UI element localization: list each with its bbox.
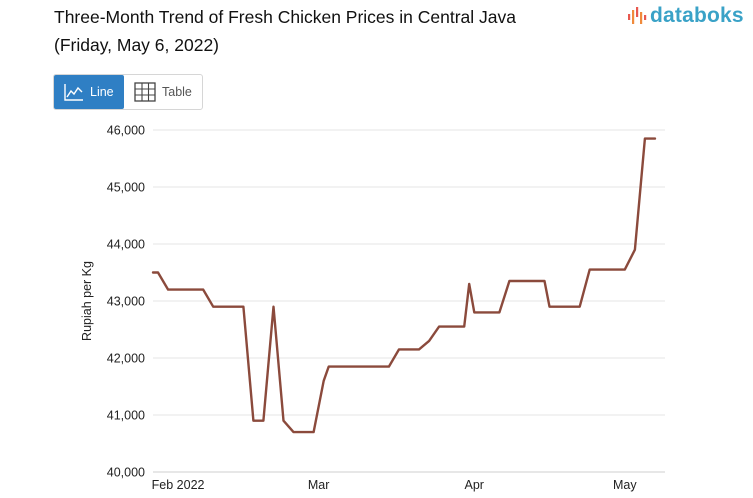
data-point[interactable] — [652, 136, 658, 142]
data-point[interactable] — [642, 136, 648, 142]
y-tick-label: 44,000 — [107, 238, 145, 252]
data-point[interactable] — [260, 418, 266, 424]
brand-logo[interactable]: databoks — [627, 3, 744, 29]
data-point[interactable] — [396, 346, 402, 352]
data-point[interactable] — [155, 270, 161, 276]
data-point[interactable] — [547, 304, 553, 310]
data-point[interactable] — [542, 278, 548, 284]
data-point[interactable] — [200, 287, 206, 293]
y-tick-label: 45,000 — [107, 181, 145, 195]
data-point[interactable] — [622, 267, 628, 273]
data-point[interactable] — [461, 324, 467, 330]
data-point[interactable] — [386, 364, 392, 370]
data-point[interactable] — [632, 247, 638, 253]
data-point[interactable] — [506, 278, 512, 284]
x-tick-label: May — [613, 478, 637, 492]
y-tick-label: 40,000 — [107, 466, 145, 480]
x-tick-label: Feb 2022 — [152, 478, 205, 492]
data-point[interactable] — [270, 304, 276, 310]
data-point[interactable] — [471, 309, 477, 315]
data-point[interactable] — [250, 418, 256, 424]
chart-series — [151, 136, 658, 435]
data-point[interactable] — [466, 281, 472, 287]
brand-name: databoks — [650, 4, 744, 27]
data-point[interactable] — [210, 304, 216, 310]
data-point[interactable] — [240, 304, 246, 310]
y-tick-label: 43,000 — [107, 295, 145, 309]
line-view-label: Line — [90, 85, 114, 99]
view-toggle: Line Table — [53, 74, 203, 110]
price-series-line — [151, 137, 657, 434]
data-point[interactable] — [291, 429, 297, 435]
chart-title: Three-Month Trend of Fresh Chicken Price… — [54, 3, 614, 59]
table-view-label: Table — [162, 85, 192, 99]
data-point[interactable] — [165, 287, 171, 293]
x-tick-label: Mar — [308, 478, 330, 492]
y-tick-label: 42,000 — [107, 352, 145, 366]
table-grid-icon — [134, 82, 156, 102]
line-view-button[interactable]: Line — [54, 75, 124, 109]
chart-title-line2: (Friday, May 6, 2022) — [54, 35, 220, 55]
chart-gridlines — [153, 129, 665, 473]
y-tick-label: 46,000 — [107, 124, 145, 138]
databoks-logo-icon — [628, 7, 647, 24]
data-point[interactable] — [496, 309, 502, 315]
x-tick-label: Apr — [465, 478, 484, 492]
data-point[interactable] — [587, 267, 593, 273]
data-point[interactable] — [311, 429, 317, 435]
chart-title-line1: Three-Month Trend of Fresh Chicken Price… — [54, 7, 516, 27]
data-point[interactable] — [436, 324, 442, 330]
data-point[interactable] — [416, 346, 422, 352]
line-chart-icon — [64, 84, 83, 101]
x-axis-ticks: Feb 2022 Mar Apr May — [152, 478, 638, 492]
y-tick-label: 41,000 — [107, 409, 145, 423]
data-point[interactable] — [577, 304, 583, 310]
y-axis-ticks: 40,000 41,000 42,000 43,000 44,000 45,000 46,0… — [107, 124, 145, 480]
y-axis-label: Rupiah per Kg — [80, 261, 94, 341]
data-point[interactable] — [281, 418, 287, 424]
data-point[interactable] — [321, 378, 327, 384]
table-view-button[interactable]: Table — [124, 75, 202, 109]
data-point[interactable] — [426, 338, 432, 344]
data-point[interactable] — [326, 364, 332, 370]
